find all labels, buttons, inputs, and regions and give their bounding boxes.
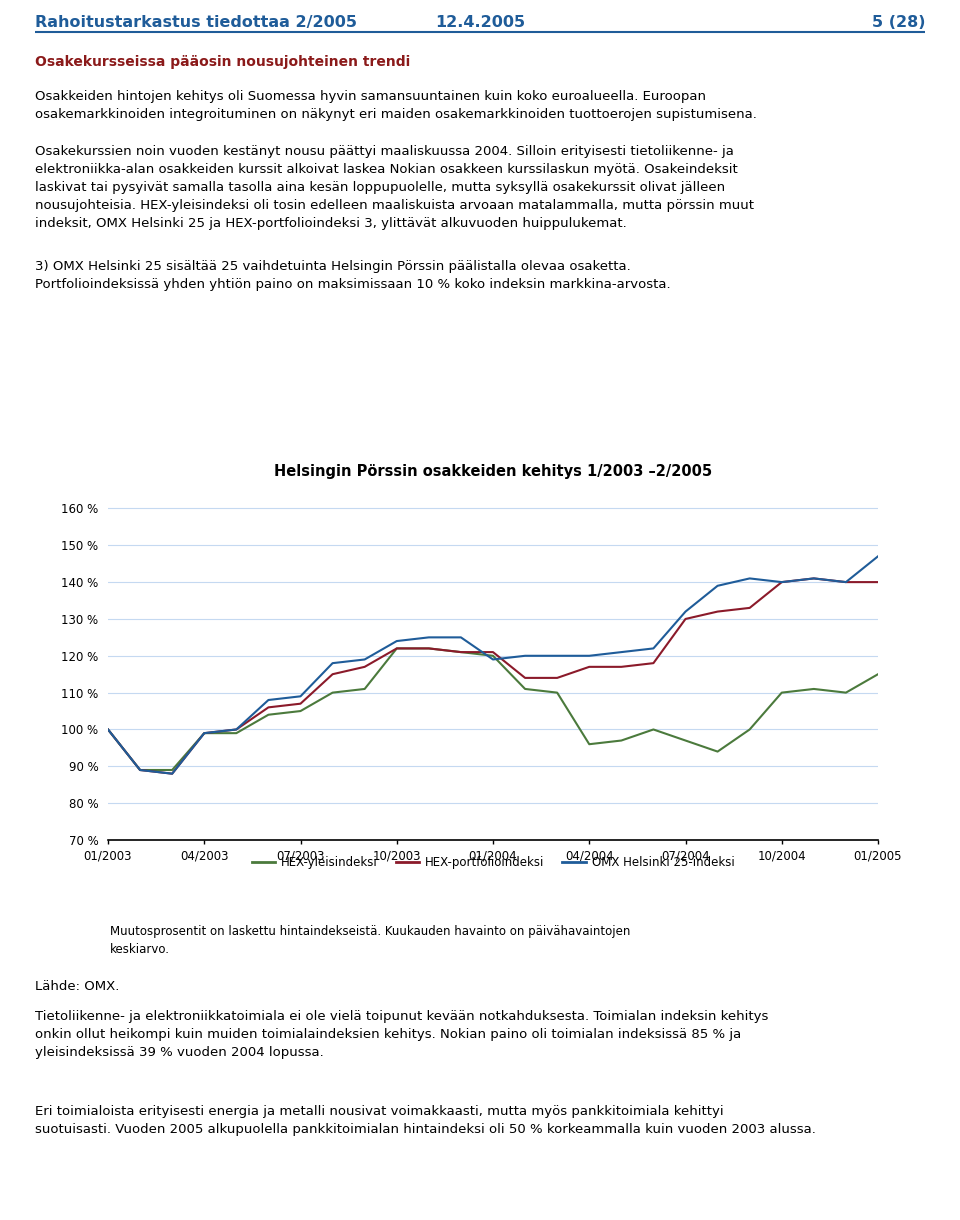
Title: Helsingin Pörssin osakkeiden kehitys 1/2003 –2/2005: Helsingin Pörssin osakkeiden kehitys 1/2… [274, 464, 712, 479]
Legend: HEX-yleisindeksi, HEX-portfolioindeksi, OMX Helsinki 25-indeksi: HEX-yleisindeksi, HEX-portfolioindeksi, … [247, 852, 739, 874]
Text: Eri toimialoista erityisesti energia ja metalli nousivat voimakkaasti, mutta myö: Eri toimialoista erityisesti energia ja … [35, 1105, 816, 1136]
Text: 12.4.2005: 12.4.2005 [435, 15, 525, 30]
Text: Muutosprosentit on laskettu hintaindekseistä. Kuukauden havainto on päivähavaint: Muutosprosentit on laskettu hintaindekse… [110, 925, 631, 956]
Text: 5 (28): 5 (28) [872, 15, 925, 30]
Text: Rahoitustarkastus tiedottaa 2/2005: Rahoitustarkastus tiedottaa 2/2005 [35, 15, 357, 30]
Text: Osakekurssien noin vuoden kestänyt nousu päättyi maaliskuussa 2004. Silloin erit: Osakekurssien noin vuoden kestänyt nousu… [35, 145, 754, 231]
Text: Lähde: OMX.: Lähde: OMX. [35, 980, 119, 993]
Text: Osakkeiden hintojen kehitys oli Suomessa hyvin samansuuntainen kuin koko euroalu: Osakkeiden hintojen kehitys oli Suomessa… [35, 90, 756, 121]
Text: 3) OMX Helsinki 25 sisältää 25 vaihdetuinta Helsingin Pörssin päälistalla olevaa: 3) OMX Helsinki 25 sisältää 25 vaihdetui… [35, 260, 671, 292]
Text: Tietoliikenne- ja elektroniikkatoimiala ei ole vielä toipunut kevään notkahdukse: Tietoliikenne- ja elektroniikkatoimiala … [35, 1010, 768, 1059]
Text: Osakekursseissa pääosin nousujohteinen trendi: Osakekursseissa pääosin nousujohteinen t… [35, 55, 410, 70]
